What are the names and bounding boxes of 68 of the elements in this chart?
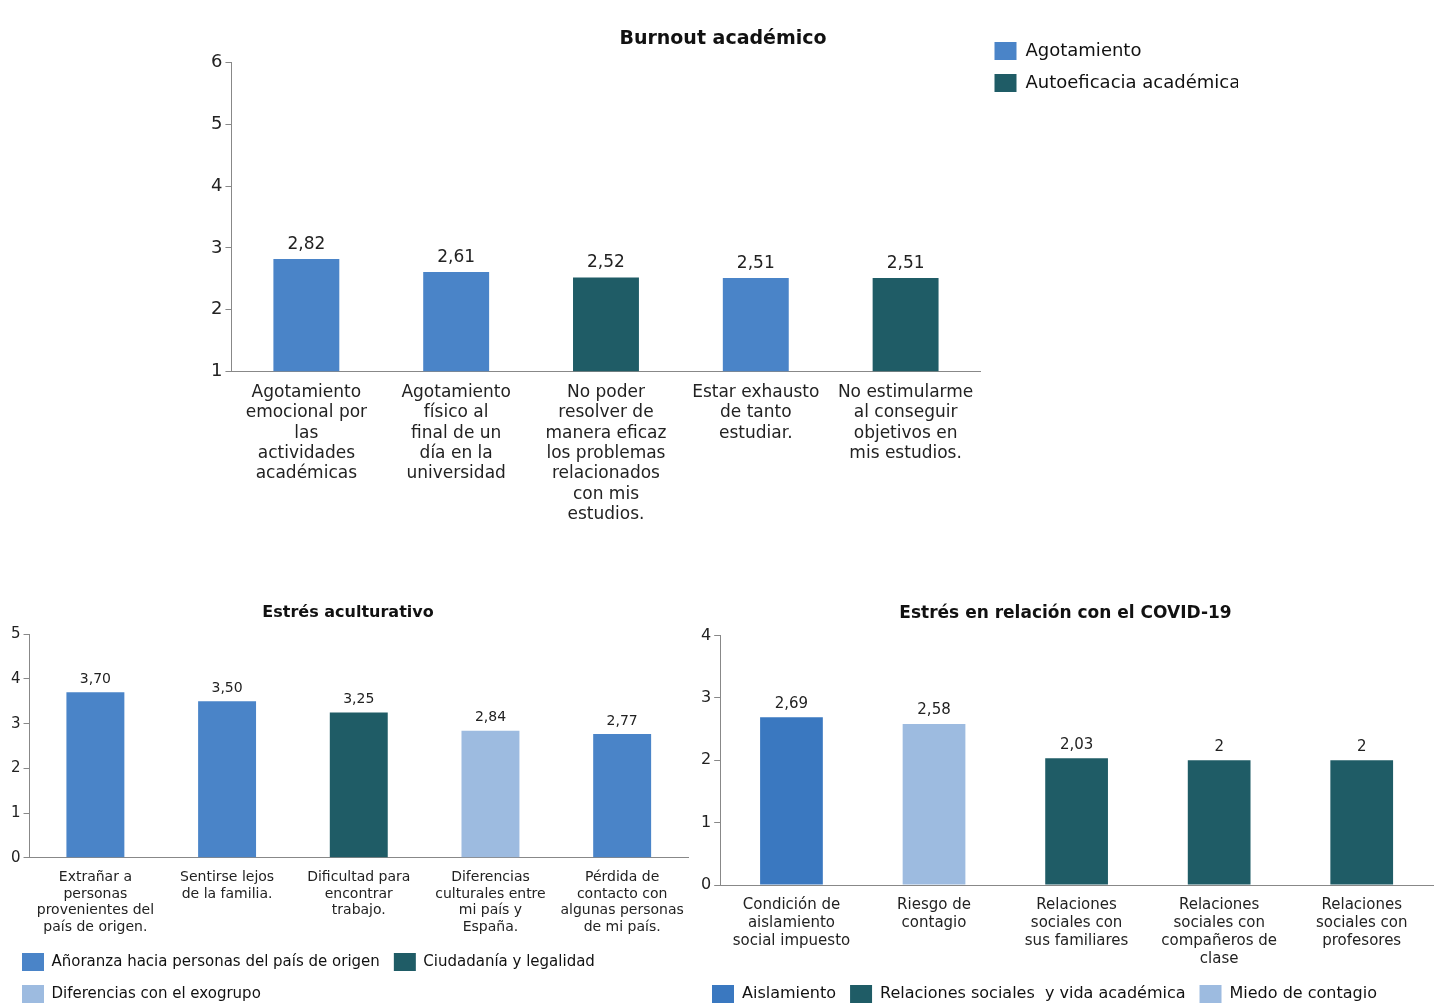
chart-title: Estrés en relación con el COVID-19 bbox=[899, 601, 1232, 622]
data-label: 2 bbox=[1356, 736, 1367, 755]
legend-label: Ciudadanía y legalidad bbox=[423, 951, 595, 970]
chart-title: Burnout académico bbox=[619, 26, 827, 49]
y-tick-label: 6 bbox=[211, 50, 223, 72]
y-tick-label: 3 bbox=[11, 713, 21, 732]
data-label: 2,61 bbox=[437, 245, 476, 266]
data-label: 2,51 bbox=[736, 251, 775, 272]
y-tick-label: 1 bbox=[211, 358, 223, 380]
x-tick-label: Relaciones sociales con profesores bbox=[1315, 894, 1408, 949]
legend-label: Aislamiento bbox=[742, 983, 837, 1003]
y-tick-label: 4 bbox=[211, 173, 223, 195]
y-tick-label: 0 bbox=[11, 847, 21, 866]
bar bbox=[66, 692, 125, 858]
x-tick-label: Extrañar a personas provenientes del país de origen. bbox=[36, 867, 155, 935]
x-tick-label: No estimularme al conseguir objetivos en mis estudios. bbox=[837, 380, 974, 463]
bar bbox=[1045, 758, 1108, 885]
legend-label: Autoeficacia académica bbox=[1025, 70, 1241, 92]
y-tick-label: 1 bbox=[11, 802, 21, 821]
bar bbox=[1187, 760, 1251, 885]
data-label: 2,84 bbox=[474, 708, 507, 725]
bar bbox=[1330, 760, 1394, 885]
legend-label: Agotamiento bbox=[1025, 38, 1142, 60]
data-label: 3,25 bbox=[343, 690, 375, 707]
legend-label: Diferencias con el exogrupo bbox=[51, 983, 261, 1002]
x-tick-label: Agotamiento físico al final de un día en la universidad bbox=[401, 380, 511, 483]
x-tick-label: Condición de aislamiento social impuesto bbox=[732, 894, 851, 949]
data-label: 2,03 bbox=[1059, 734, 1094, 753]
y-tick-label: 1 bbox=[700, 811, 712, 831]
y-tick-label: 2 bbox=[11, 758, 21, 777]
chart-title: Estrés aculturativo bbox=[262, 601, 434, 621]
bar bbox=[198, 701, 257, 858]
data-label: 3,50 bbox=[211, 678, 243, 695]
y-tick-label: 5 bbox=[11, 624, 21, 643]
data-label: 2,69 bbox=[774, 693, 809, 712]
bar bbox=[329, 712, 388, 858]
y-tick-label: 0 bbox=[700, 874, 712, 894]
data-label: 2,58 bbox=[917, 700, 951, 719]
x-tick-label: No poder resolver de manera eficaz los problemas relacionados con mis estudios. bbox=[545, 380, 667, 524]
legend-label: Añoranza hacia personas del país de origen bbox=[51, 951, 380, 970]
legend-label: Miedo de contagio bbox=[1229, 983, 1377, 1003]
data-label: 2,52 bbox=[587, 251, 625, 272]
bar bbox=[760, 717, 823, 885]
x-tick-label: Diferencias culturales entre mi país y España. bbox=[435, 867, 546, 935]
y-tick-label: 2 bbox=[700, 749, 712, 769]
x-tick-label: Estar exhausto de tanto estudiar. bbox=[692, 380, 820, 442]
y-tick-label: 5 bbox=[211, 112, 223, 134]
bar bbox=[461, 730, 520, 858]
bar bbox=[902, 724, 966, 885]
legend-label: Relaciones sociales y vida académica bbox=[880, 983, 1186, 1003]
y-tick-label: 2 bbox=[211, 297, 223, 319]
data-label: 2,82 bbox=[287, 232, 326, 253]
x-tick-label: Riesgo de contagio bbox=[897, 894, 971, 931]
y-tick-label: 3 bbox=[700, 686, 712, 706]
x-tick-label: Relaciones sociales con compañeros de clase bbox=[1161, 894, 1278, 967]
x-tick-label: Pérdida de contacto con algunas personas de mi país. bbox=[560, 867, 684, 935]
data-label: 2 bbox=[1214, 736, 1224, 755]
x-tick-label: Sentirse lejos de la familia. bbox=[180, 867, 275, 901]
x-tick-label: Dificultad para encontrar trabajo. bbox=[307, 867, 411, 918]
bar bbox=[593, 733, 652, 858]
x-tick-label: Agotamiento emocional por las actividades académicas bbox=[245, 380, 368, 483]
y-tick-label: 4 bbox=[700, 624, 712, 644]
x-tick-label: Relaciones sociales con sus familiares bbox=[1024, 894, 1129, 949]
data-label: 3,70 bbox=[79, 669, 111, 686]
y-tick-label: 3 bbox=[211, 235, 223, 257]
data-label: 2,51 bbox=[886, 251, 925, 272]
data-label: 2,77 bbox=[606, 711, 638, 728]
y-tick-label: 4 bbox=[11, 668, 21, 687]
